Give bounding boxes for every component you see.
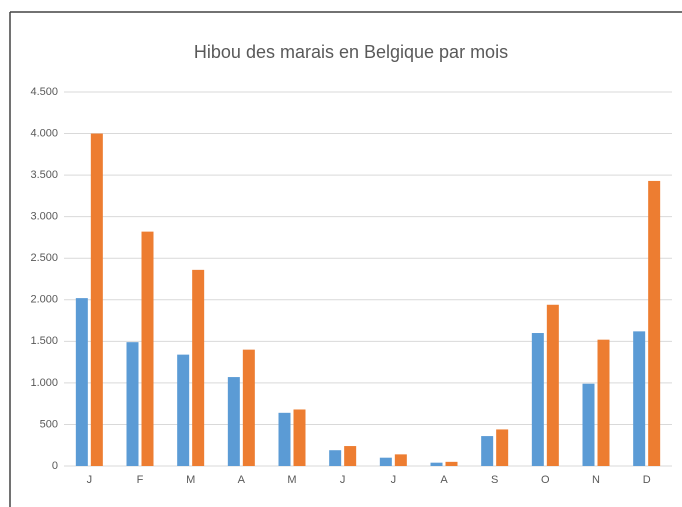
bar — [582, 383, 595, 466]
y-tick-label: 3.500 — [30, 169, 58, 181]
y-tick-label: 1.000 — [30, 377, 58, 389]
x-tick-label: F — [137, 474, 144, 486]
x-tick-label: J — [340, 474, 346, 486]
x-tick-label: J — [87, 474, 93, 486]
bar — [531, 333, 544, 466]
bar — [192, 269, 205, 466]
bar — [344, 446, 357, 466]
x-tick-label: M — [186, 474, 195, 486]
bar — [141, 231, 154, 466]
x-tick-label: A — [440, 474, 448, 486]
y-tick-label: 500 — [40, 418, 58, 430]
y-tick-label: 2.500 — [30, 252, 58, 264]
x-tick-label: S — [491, 474, 498, 486]
bar — [177, 354, 190, 466]
y-tick-label: 4.500 — [30, 86, 58, 98]
x-tick-label: O — [541, 474, 550, 486]
bar — [546, 304, 559, 466]
bar — [481, 436, 494, 466]
chart-title: Hibou des marais en Belgique par mois — [194, 42, 508, 62]
bar — [90, 133, 103, 467]
bar — [293, 409, 306, 466]
bar — [242, 349, 255, 466]
bar — [394, 454, 407, 466]
y-tick-label: 0 — [52, 460, 58, 472]
bar — [496, 429, 509, 466]
x-tick-label: M — [287, 474, 296, 486]
x-tick-label: J — [391, 474, 397, 486]
x-tick-label: A — [238, 474, 246, 486]
bar — [379, 457, 392, 466]
bar — [126, 342, 139, 466]
bar — [597, 339, 610, 466]
bar — [75, 298, 88, 466]
bar — [430, 462, 443, 466]
x-tick-label: D — [643, 474, 651, 486]
bar — [445, 461, 458, 466]
bar — [227, 377, 240, 466]
bar — [633, 331, 646, 466]
bar — [278, 412, 291, 466]
y-tick-label: 2.000 — [30, 294, 58, 306]
y-tick-label: 1.500 — [30, 335, 58, 347]
bar — [648, 180, 661, 466]
y-tick-label: 3.000 — [30, 211, 58, 223]
bar — [329, 450, 342, 466]
y-tick-label: 4.000 — [30, 127, 58, 139]
x-tick-label: N — [592, 474, 600, 486]
